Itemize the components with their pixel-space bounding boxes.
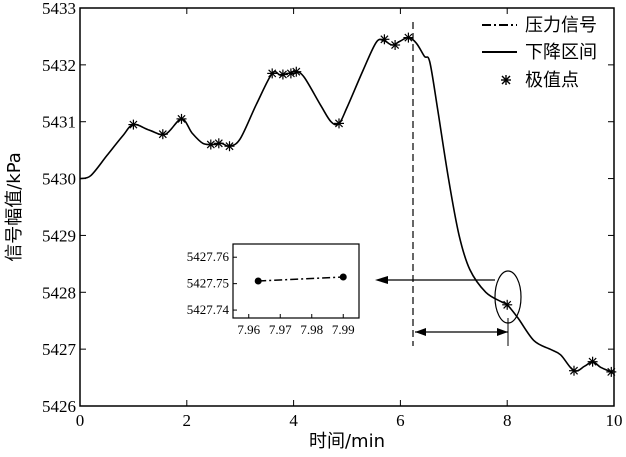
asterisk-stroke <box>225 142 234 151</box>
extreme-point-markers <box>128 32 617 377</box>
main-ticks <box>79 7 615 407</box>
extreme-point <box>205 139 216 150</box>
extreme-point <box>334 118 344 129</box>
extreme-point <box>128 119 139 130</box>
y-tick-label: 5426 <box>42 397 76 416</box>
inset-x-tick-label: 7.97 <box>269 322 292 337</box>
asterisk-stroke <box>268 69 277 78</box>
x-tick-label: 10 <box>606 411 623 430</box>
extreme-point <box>267 68 278 79</box>
x-tick-label: 2 <box>183 411 192 430</box>
inset-signal-line <box>258 276 344 282</box>
y-tick-label: 5430 <box>42 170 76 189</box>
x-axis-title: 时间/min <box>309 431 385 452</box>
inset-y-tick-label: 5427.76 <box>187 249 230 264</box>
asterisk-stroke <box>278 70 287 79</box>
zoom-ellipse <box>494 270 522 324</box>
legend-label-descent: 下降区间 <box>525 42 597 63</box>
legend-label-extreme: 极值点 <box>525 70 579 91</box>
legend: 压力信号 下降区间 极值点 <box>482 15 597 91</box>
extreme-point <box>213 138 224 149</box>
x-tick-label: 4 <box>289 411 298 430</box>
y-tick-label: 5431 <box>42 113 76 132</box>
inset-x-tick-label: 7.99 <box>332 322 355 337</box>
asterisk-stroke <box>177 114 186 123</box>
asterisk-stroke <box>214 139 223 148</box>
y-tick-label: 5433 <box>42 0 76 18</box>
legend-label-pressure: 压力信号 <box>525 15 597 36</box>
extreme-point <box>569 365 579 376</box>
plot-frame <box>79 7 615 407</box>
x-tick-label: 0 <box>76 411 85 430</box>
asterisk-stroke <box>607 367 616 376</box>
inset-y-tick-label: 5427.74 <box>187 302 230 317</box>
inset-y-tick-label: 5427.75 <box>187 276 229 291</box>
extreme-point <box>390 40 401 50</box>
extreme-point <box>403 32 414 43</box>
y-tick-label: 5427 <box>42 340 77 359</box>
asterisk-stroke <box>129 120 138 129</box>
x-tick-label: 6 <box>396 411 405 430</box>
extreme-point <box>291 66 302 77</box>
inset-frame <box>232 243 360 319</box>
extreme-point <box>587 356 598 367</box>
asterisk-stroke <box>206 140 215 149</box>
inset-data-point <box>254 277 262 285</box>
extreme-point <box>277 69 288 80</box>
asterisk-stroke <box>391 40 400 50</box>
y-tick-label: 5428 <box>42 283 76 302</box>
extreme-point <box>606 366 617 377</box>
inset-data-point <box>339 273 347 281</box>
x-tick-label: 8 <box>503 411 512 430</box>
inset-series <box>254 273 347 285</box>
extreme-point <box>157 129 168 140</box>
main-tick-labels: 0 2 4 6 8 10 5426 5427 5428 5429 5430 5431 5432 5433 <box>42 0 623 430</box>
inset-tick-labels: 7.96 7.97 7.98 7.99 5427.76 5427.75 5427.74 <box>187 249 355 337</box>
extreme-point <box>224 141 235 152</box>
asterisk-stroke <box>380 35 389 44</box>
inset-ticks <box>233 256 344 318</box>
asterisk-stroke <box>588 357 597 366</box>
inset-x-tick-label: 7.96 <box>237 322 260 337</box>
asterisk-stroke <box>569 366 579 375</box>
asterisk-stroke <box>292 67 301 76</box>
asterisk-stroke <box>404 33 413 42</box>
interval-arrow <box>415 328 508 336</box>
legend-swatch-extreme-icon <box>501 75 511 85</box>
inset-x-tick-label: 7.98 <box>300 322 323 337</box>
y-axis-title: 信号幅值/kPa <box>4 152 25 262</box>
extreme-point <box>502 299 513 310</box>
y-tick-label: 5432 <box>42 56 76 75</box>
zoom-arrow <box>375 276 495 284</box>
asterisk-stroke <box>503 300 512 309</box>
main-series <box>79 36 612 373</box>
extreme-point <box>176 113 187 124</box>
asterisk-stroke <box>158 130 167 139</box>
y-tick-label: 5429 <box>42 226 76 245</box>
extreme-point <box>379 34 390 45</box>
pressure-signal-line <box>79 36 612 373</box>
asterisk-stroke <box>334 119 344 128</box>
asterisk-stroke <box>286 69 295 78</box>
